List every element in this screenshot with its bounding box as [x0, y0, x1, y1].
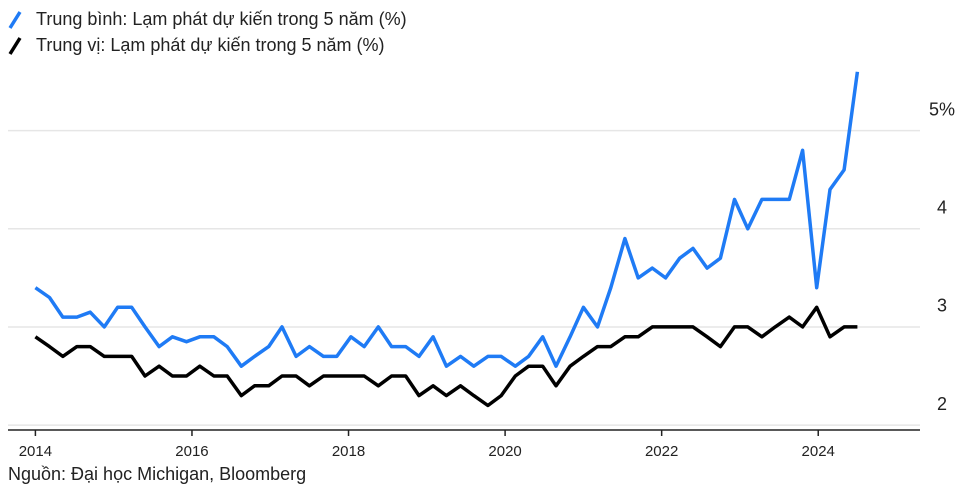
y-tick-label: 5% [929, 99, 955, 119]
series-line [34, 305, 858, 408]
legend-swatch [8, 37, 22, 55]
source: Nguồn: Đại học Michigan, Bloomberg [8, 464, 306, 484]
x-tick-label: 2018 [332, 443, 365, 460]
legend-label: Trung bình: Lạm phát dự kiến trong 5 năm… [36, 9, 407, 29]
y-tick-label: 2 [937, 394, 947, 414]
x-tick-label: 2024 [802, 443, 835, 460]
y-tick-label: 4 [937, 198, 947, 218]
legend-label: Trung vị: Lạm phát dự kiến trong 5 năm (… [36, 35, 385, 55]
x-tick-label: 2020 [488, 443, 521, 460]
x-tick-label: 2014 [19, 443, 52, 460]
x-tick-label: 2022 [645, 443, 678, 460]
y-tick-label: 3 [937, 296, 947, 316]
x-tick-label: 2016 [175, 443, 208, 460]
series-line [34, 71, 860, 368]
legend-swatch [8, 11, 22, 29]
